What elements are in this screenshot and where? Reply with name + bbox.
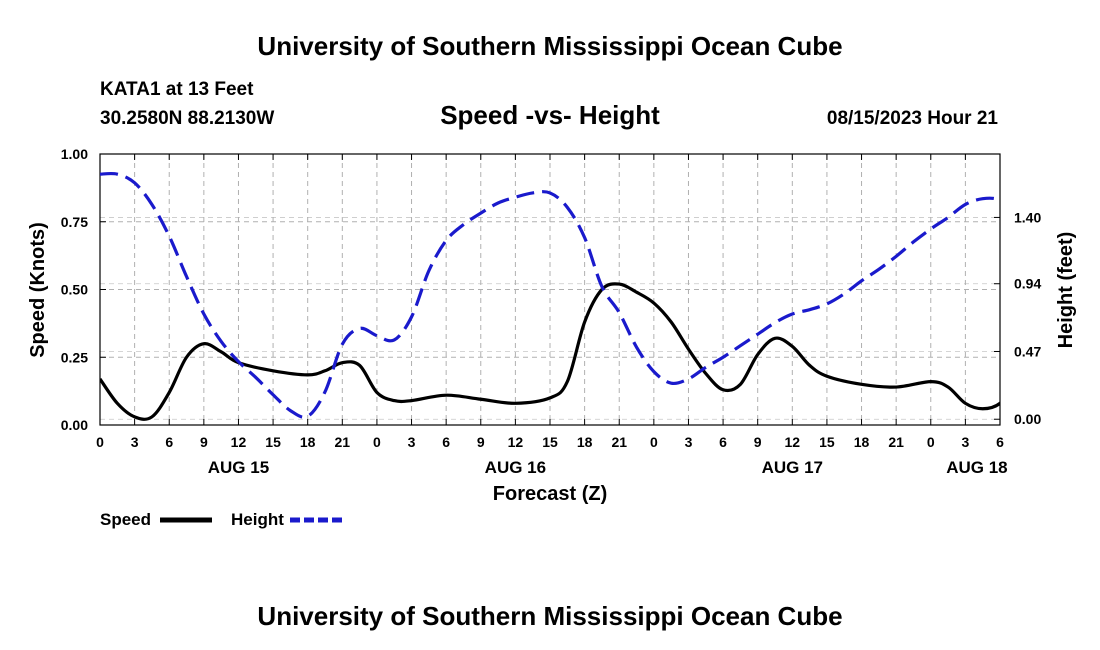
x-tick-label: 9 bbox=[477, 434, 485, 450]
x-tick-label: 15 bbox=[265, 434, 281, 450]
series-line-height bbox=[100, 171, 1000, 419]
x-tick-label: 18 bbox=[577, 434, 593, 450]
x-tick-label: 21 bbox=[888, 434, 904, 450]
x-date-label: AUG 16 bbox=[485, 458, 546, 477]
x-tick-label: 0 bbox=[373, 434, 381, 450]
y-axis-left-label: Speed (Knots) bbox=[27, 222, 49, 358]
y-left-tick-label: 0.25 bbox=[61, 349, 88, 365]
x-tick-label: 12 bbox=[785, 434, 801, 450]
legend-label-height: Height bbox=[231, 510, 284, 529]
x-tick-label: 21 bbox=[611, 434, 627, 450]
x-tick-label: 6 bbox=[719, 434, 727, 450]
x-tick-label: 0 bbox=[650, 434, 658, 450]
x-tick-label: 3 bbox=[961, 434, 969, 450]
x-tick-label: 6 bbox=[996, 434, 1004, 450]
x-tick-label: 9 bbox=[754, 434, 762, 450]
x-tick-label: 6 bbox=[442, 434, 450, 450]
y-right-tick-label: 0.47 bbox=[1014, 343, 1041, 359]
x-tick-label: 9 bbox=[200, 434, 208, 450]
x-tick-label: 12 bbox=[508, 434, 524, 450]
y-left-tick-label: 0.00 bbox=[61, 417, 88, 433]
x-tick-label: 18 bbox=[854, 434, 870, 450]
y-left-tick-label: 1.00 bbox=[61, 146, 88, 162]
series-line-speed bbox=[100, 282, 1000, 421]
forecast-timestamp: 08/15/2023 Hour 21 bbox=[827, 108, 999, 129]
station-name: KATA1 at 13 Feet bbox=[100, 79, 254, 100]
x-tick-label: 15 bbox=[819, 434, 835, 450]
x-tick-label: 18 bbox=[300, 434, 316, 450]
page-title: University of Southern Mississippi Ocean… bbox=[257, 31, 842, 61]
axis-ticks: 0 3 6 9 12 15 18 21 0 3 6 9 12 15 18 21 0 3 6 9 12 15 18 21 0 3 60… bbox=[61, 146, 1042, 477]
y-axis-right-label: Height (feet) bbox=[1055, 232, 1077, 349]
x-tick-label: 12 bbox=[231, 434, 247, 450]
x-date-label: AUG 17 bbox=[762, 458, 823, 477]
x-tick-label: 0 bbox=[96, 434, 104, 450]
legend: Speed Height bbox=[100, 510, 342, 529]
y-left-tick-label: 0.50 bbox=[61, 282, 88, 298]
station-coords: 30.2580N 88.2130W bbox=[100, 108, 274, 129]
x-tick-label: 6 bbox=[165, 434, 173, 450]
x-date-label: AUG 18 bbox=[946, 458, 1007, 477]
footer-title: University of Southern Mississippi Ocean… bbox=[257, 601, 842, 631]
x-axis-label: Forecast (Z) bbox=[493, 483, 607, 505]
x-tick-label: 3 bbox=[685, 434, 693, 450]
x-tick-label: 3 bbox=[408, 434, 416, 450]
x-tick-label: 21 bbox=[335, 434, 351, 450]
y-left-tick-label: 0.75 bbox=[61, 214, 88, 230]
chart-title: Speed -vs- Height bbox=[440, 100, 660, 130]
y-right-tick-label: 1.40 bbox=[1014, 209, 1041, 225]
x-tick-label: 15 bbox=[542, 434, 558, 450]
legend-label-speed: Speed bbox=[100, 510, 151, 529]
y-right-tick-label: 0.94 bbox=[1014, 276, 1041, 292]
x-tick-label: 0 bbox=[927, 434, 935, 450]
x-tick-label: 3 bbox=[131, 434, 139, 450]
x-date-label: AUG 15 bbox=[208, 458, 269, 477]
y-right-tick-label: 0.00 bbox=[1014, 411, 1041, 427]
series-lines bbox=[100, 171, 1000, 421]
